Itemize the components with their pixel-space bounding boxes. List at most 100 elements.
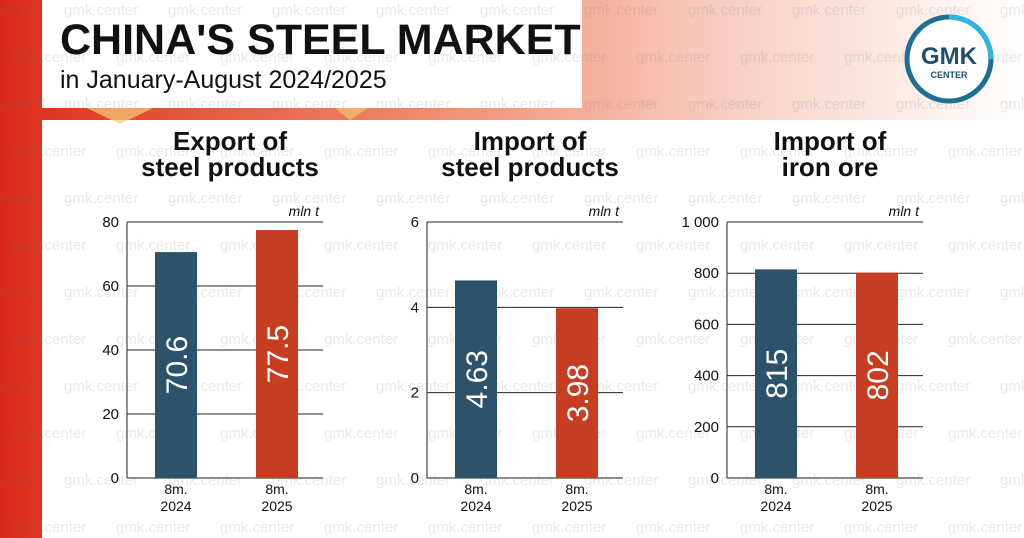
watermark-text: gmk.center: [844, 49, 919, 66]
chart-import-iron-ore: Import of iron ore mln t 0 200 400 600 800 1 0…: [680, 128, 980, 528]
y-tick-label: 400: [694, 368, 719, 385]
watermark-text: gmk.center: [844, 143, 919, 160]
chart-title-line1: Import of: [773, 126, 887, 156]
bar-value-label: 3.98: [562, 364, 595, 422]
watermark-text: gmk.center: [948, 519, 1023, 536]
y-tick-label: 4: [411, 299, 419, 316]
watermark-text: gmk.center: [584, 472, 659, 489]
watermark-text: gmk.center: [324, 237, 399, 254]
watermark-text: gmk.center: [324, 49, 399, 66]
bar-2025: [256, 230, 298, 478]
y-tick-label: 0: [711, 470, 719, 487]
y-tick-label: 80: [102, 214, 119, 231]
x-tick-label: 2025: [261, 498, 292, 514]
bar-value-label: 815: [761, 349, 794, 399]
watermark-text: gmk.center: [1000, 284, 1024, 301]
watermark-text: gmk.center: [532, 519, 607, 536]
watermark-text: gmk.center: [116, 49, 191, 66]
watermark-text: gmk.center: [376, 472, 451, 489]
watermark-text: gmk.center: [896, 472, 971, 489]
chart-title-line2: steel products: [441, 152, 619, 182]
watermark-text: gmk.center: [688, 190, 763, 207]
y-tick-label: 60: [102, 278, 119, 295]
watermark-text: gmk.center: [532, 237, 607, 254]
y-tick-label: 40: [102, 342, 119, 359]
x-tick-label: 2024: [160, 498, 191, 514]
watermark-text: gmk.center: [376, 2, 451, 19]
watermark-text: gmk.center: [740, 49, 815, 66]
watermark-text: gmk.center: [12, 425, 87, 442]
watermark-text: gmk.center: [64, 284, 139, 301]
watermark-text: gmk.center: [688, 378, 763, 395]
x-tick-label: 8m.: [764, 481, 787, 497]
watermark-text: gmk.center: [688, 284, 763, 301]
page-title: CHINA'S STEEL MARKET: [60, 16, 581, 64]
watermark-text: gmk.center: [12, 331, 87, 348]
unit-label: mln t: [289, 203, 320, 219]
watermark-text: gmk.center: [792, 378, 867, 395]
watermark-text: gmk.center: [428, 237, 503, 254]
watermark-text: gmk.center: [220, 519, 295, 536]
watermark-text: gmk.center: [688, 2, 763, 19]
watermark-text: gmk.center: [792, 472, 867, 489]
watermark-text: gmk.center: [12, 519, 87, 536]
y-tick-label: 20: [102, 406, 119, 423]
x-tick-label: 2024: [760, 498, 791, 514]
watermark-text: gmk.center: [792, 284, 867, 301]
watermark-text: gmk.center: [896, 284, 971, 301]
watermark-text: gmk.center: [324, 143, 399, 160]
bar-value-label: 802: [862, 350, 895, 400]
unit-label: mln t: [589, 203, 620, 219]
x-tick-label: 8m.: [265, 481, 288, 497]
y-tick-label: 2: [411, 385, 419, 402]
watermark-text: gmk.center: [480, 284, 555, 301]
watermark-text: gmk.center: [220, 49, 295, 66]
watermark-text: gmk.center: [792, 96, 867, 113]
watermark-text: gmk.center: [0, 284, 35, 301]
watermark-text: gmk.center: [636, 143, 711, 160]
chart-import-steel: Import of steel products mln t 0 2 4 6 4.63 8m…: [380, 128, 680, 528]
gmk-logo: GMK CENTER: [904, 14, 994, 104]
watermark-text: gmk.center: [12, 143, 87, 160]
watermark-text: gmk.center: [272, 96, 347, 113]
watermark-text: gmk.center: [480, 96, 555, 113]
watermark-text: gmk.center: [1000, 96, 1024, 113]
watermark-text: gmk.center: [324, 519, 399, 536]
y-tick-label: 1 000: [681, 214, 719, 231]
watermark-text: gmk.center: [116, 519, 191, 536]
watermark-text: gmk.center: [64, 2, 139, 19]
watermark-text: gmk.center: [272, 190, 347, 207]
watermark-text: gmk.center: [64, 472, 139, 489]
watermark-text: gmk.center: [584, 2, 659, 19]
watermark-text: gmk.center: [948, 237, 1023, 254]
chart-title: Import of steel products: [380, 128, 680, 180]
watermark-text: gmk.center: [480, 472, 555, 489]
watermark-text: gmk.center: [1000, 2, 1024, 19]
page-subtitle: in January-August 2024/2025: [60, 66, 387, 94]
watermark-text: gmk.center: [64, 190, 139, 207]
watermark-text: gmk.center: [324, 331, 399, 348]
watermark-text: gmk.center: [428, 519, 503, 536]
watermark-text: gmk.center: [116, 237, 191, 254]
watermark-text: gmk.center: [0, 190, 35, 207]
watermark-text: gmk.center: [0, 378, 35, 395]
watermark-text: gmk.center: [636, 49, 711, 66]
watermark-text: gmk.center: [0, 472, 35, 489]
chart-export-steel: Export of steel products mln t 0 20 40 60 80 7…: [80, 128, 380, 528]
watermark-text: gmk.center: [844, 519, 919, 536]
watermark-text: gmk.center: [584, 190, 659, 207]
bar-2024: [455, 280, 497, 478]
watermark-text: gmk.center: [220, 143, 295, 160]
watermark-text: gmk.center: [636, 519, 711, 536]
watermark-text: gmk.center: [1000, 378, 1024, 395]
watermark-text: gmk.center: [896, 190, 971, 207]
bar-2025: [556, 308, 598, 478]
watermark-text: gmk.center: [636, 425, 711, 442]
watermark-text: gmk.center: [792, 190, 867, 207]
x-tick-label: 8m.: [464, 481, 487, 497]
watermark-text: gmk.center: [740, 237, 815, 254]
watermark-text: gmk.center: [376, 378, 451, 395]
watermark-text: gmk.center: [636, 237, 711, 254]
